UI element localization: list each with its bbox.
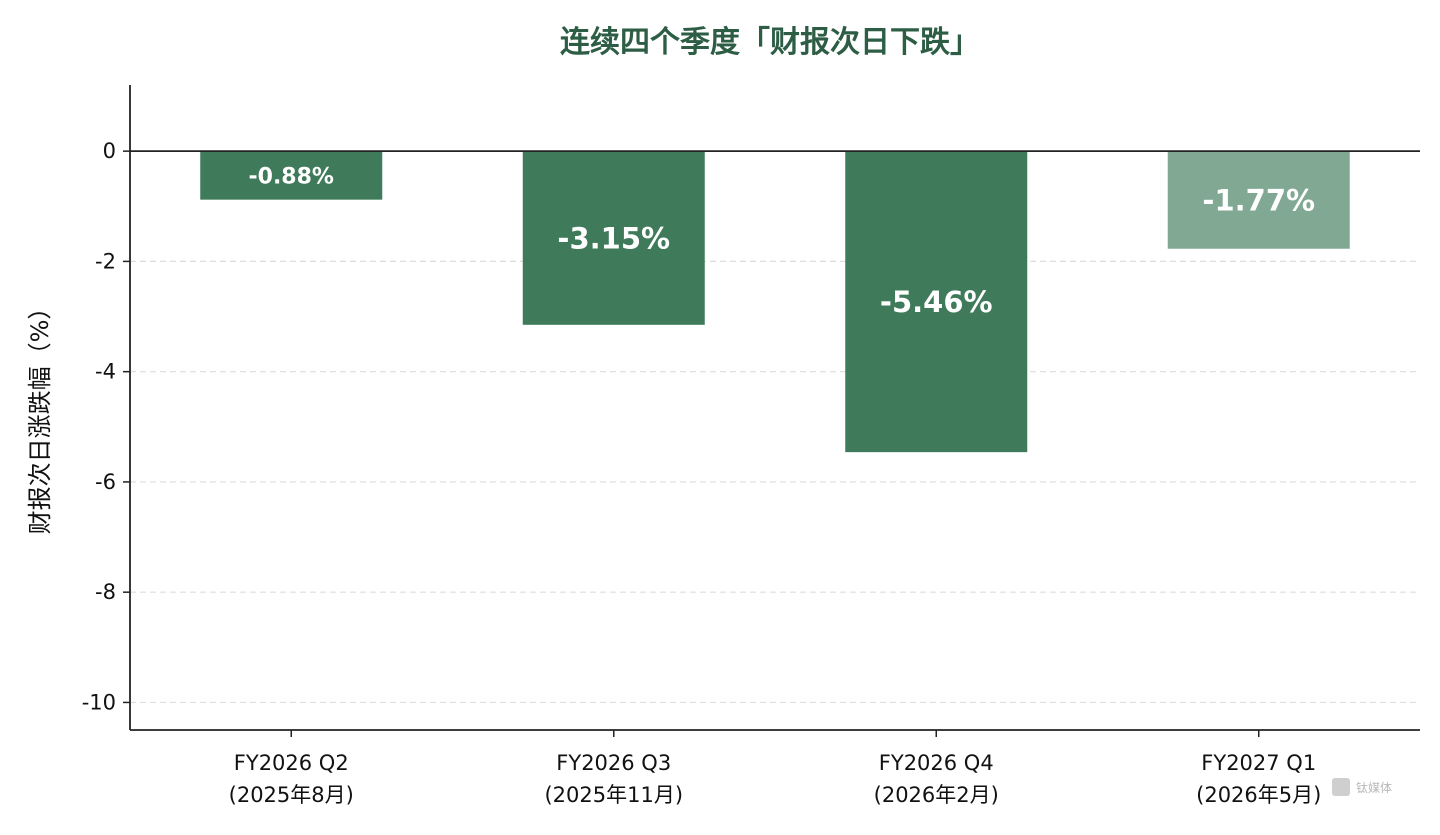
bars (200, 151, 1350, 453)
data-label: -0.88% (249, 164, 334, 189)
x-tick-sublabel: (2025年11月) (544, 783, 683, 807)
data-labels: -0.88% -3.15% -5.46% -1.77% (249, 164, 1316, 319)
data-label: -5.46% (880, 285, 993, 319)
watermark-logo: 钛媒体 (1332, 778, 1392, 796)
y-tick-label: 0 (103, 139, 116, 163)
watermark-text: 钛媒体 (1356, 780, 1392, 795)
bar (845, 151, 1028, 453)
chart-title: 连续四个季度「财报次日下跌」 (560, 25, 980, 60)
x-tick-sublabel: (2026年2月) (874, 783, 999, 807)
bar (522, 151, 705, 325)
y-tick-label: -2 (95, 249, 116, 273)
y-tick-label: -4 (95, 360, 116, 384)
bar (1167, 151, 1350, 249)
data-label: -3.15% (557, 221, 670, 255)
grid-lines (130, 260, 1420, 704)
y-tick-label: -8 (95, 580, 116, 604)
x-tick-label: FY2026 Q3 (556, 751, 671, 775)
y-axis-label: 财报次日涨跌幅（%） (26, 296, 54, 535)
x-tick-label: FY2026 Q2 (234, 751, 349, 775)
x-tick-sublabel: (2026年5月) (1196, 783, 1321, 807)
y-tick-label: -6 (95, 470, 116, 494)
x-tick-sublabel: (2025年8月) (229, 783, 354, 807)
bar (200, 151, 383, 200)
axes (129, 85, 1420, 731)
watermark-icon (1332, 778, 1350, 796)
y-tick-label: -10 (82, 690, 116, 714)
x-tick-label: FY2027 Q1 (1201, 751, 1316, 775)
data-label: -1.77% (1202, 183, 1315, 217)
x-tick-labels: FY2026 Q2 (2025年8月) FY2026 Q3 (2025年11月) FY2… (229, 730, 1321, 807)
y-ticks: 0 -2 -4 -6 -8 -10 (82, 139, 130, 714)
x-tick-label: FY2026 Q4 (879, 751, 994, 775)
